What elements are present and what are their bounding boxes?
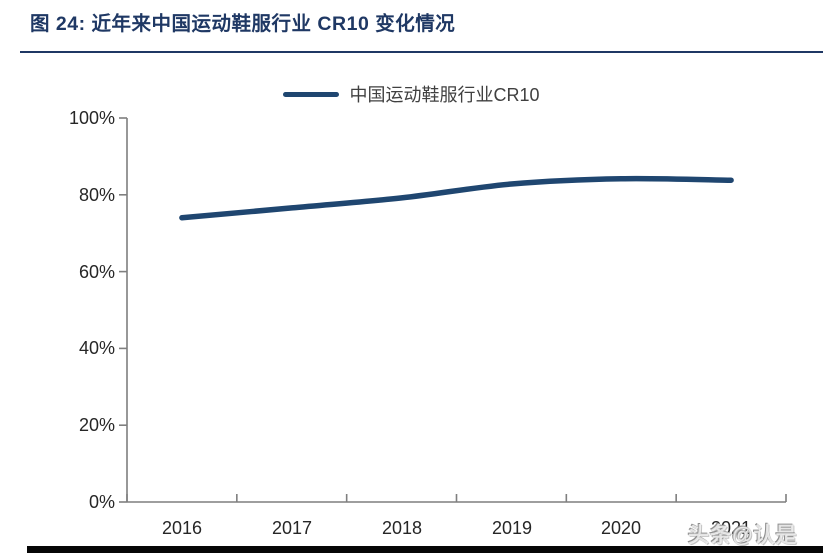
x-axis-tick-label: 2021 <box>710 518 752 538</box>
chart-legend: 中国运动鞋服行业CR10 <box>0 81 823 107</box>
y-axis-tick-label: 20% <box>78 415 115 435</box>
y-axis-tick-label: 60% <box>78 262 115 282</box>
title-underline <box>20 51 823 53</box>
x-axis-tick-label: 2017 <box>271 518 313 538</box>
bottom-black-bar <box>27 546 823 553</box>
y-axis-tick-label: 80% <box>78 185 115 205</box>
x-axis-tick-label: 2020 <box>600 518 642 538</box>
legend-label: 中国运动鞋服行业CR10 <box>349 85 540 105</box>
x-axis-tick-label: 2016 <box>161 518 203 538</box>
x-axis-tick-label: 2018 <box>381 518 423 538</box>
figure-title: 图 24: 近年来中国运动鞋服行业 CR10 变化情况 <box>30 13 456 35</box>
legend-line-swatch <box>283 91 340 97</box>
x-axis-tick-label: 2019 <box>491 518 533 538</box>
watermark: 头条@认是 <box>688 524 798 547</box>
y-axis-tick-label: 40% <box>78 338 115 358</box>
y-axis-tick-label: 0% <box>88 492 115 512</box>
y-axis-tick-label: 100% <box>68 108 115 128</box>
